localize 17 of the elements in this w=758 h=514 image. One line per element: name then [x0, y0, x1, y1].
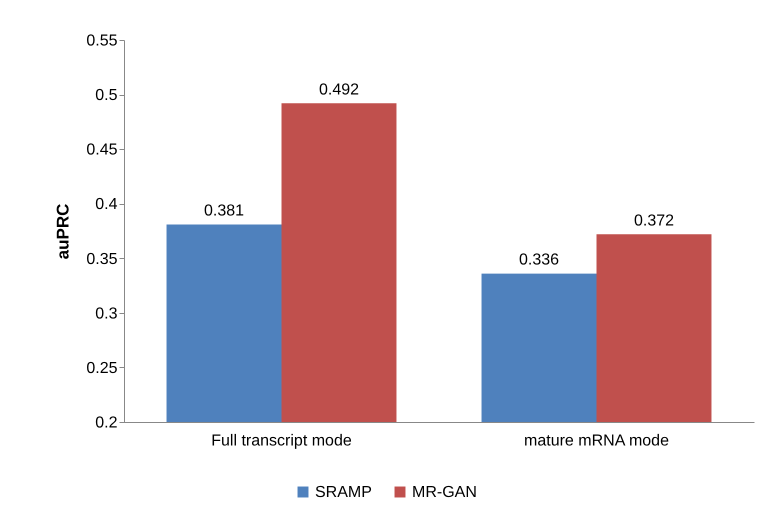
data-label: 0.492 [318, 81, 360, 98]
y-tick-label: 0.2 [95, 414, 118, 432]
data-label: 0.381 [204, 202, 244, 220]
data-label: 0.336 [518, 252, 560, 269]
y-tick-label: 0.25 [86, 360, 118, 377]
y-tick-label: 0.5 [95, 87, 118, 104]
legend-label: SRAMP [315, 484, 372, 501]
y-tick-label: 0.3 [95, 305, 118, 322]
y-tick-label: 0.45 [86, 142, 118, 159]
x-tick-label: mature mRNA mode [524, 432, 670, 450]
x-tick-label: Full transcript mode [211, 432, 352, 450]
y-tick-label: 0.35 [86, 250, 118, 268]
data-label: 0.372 [634, 212, 674, 230]
y-tick-label: 0.55 [86, 32, 118, 50]
legend-label: MR-GAN [412, 484, 477, 501]
y-tick-label: 0.4 [95, 196, 118, 214]
y-axis-title: auPRC [53, 204, 72, 260]
